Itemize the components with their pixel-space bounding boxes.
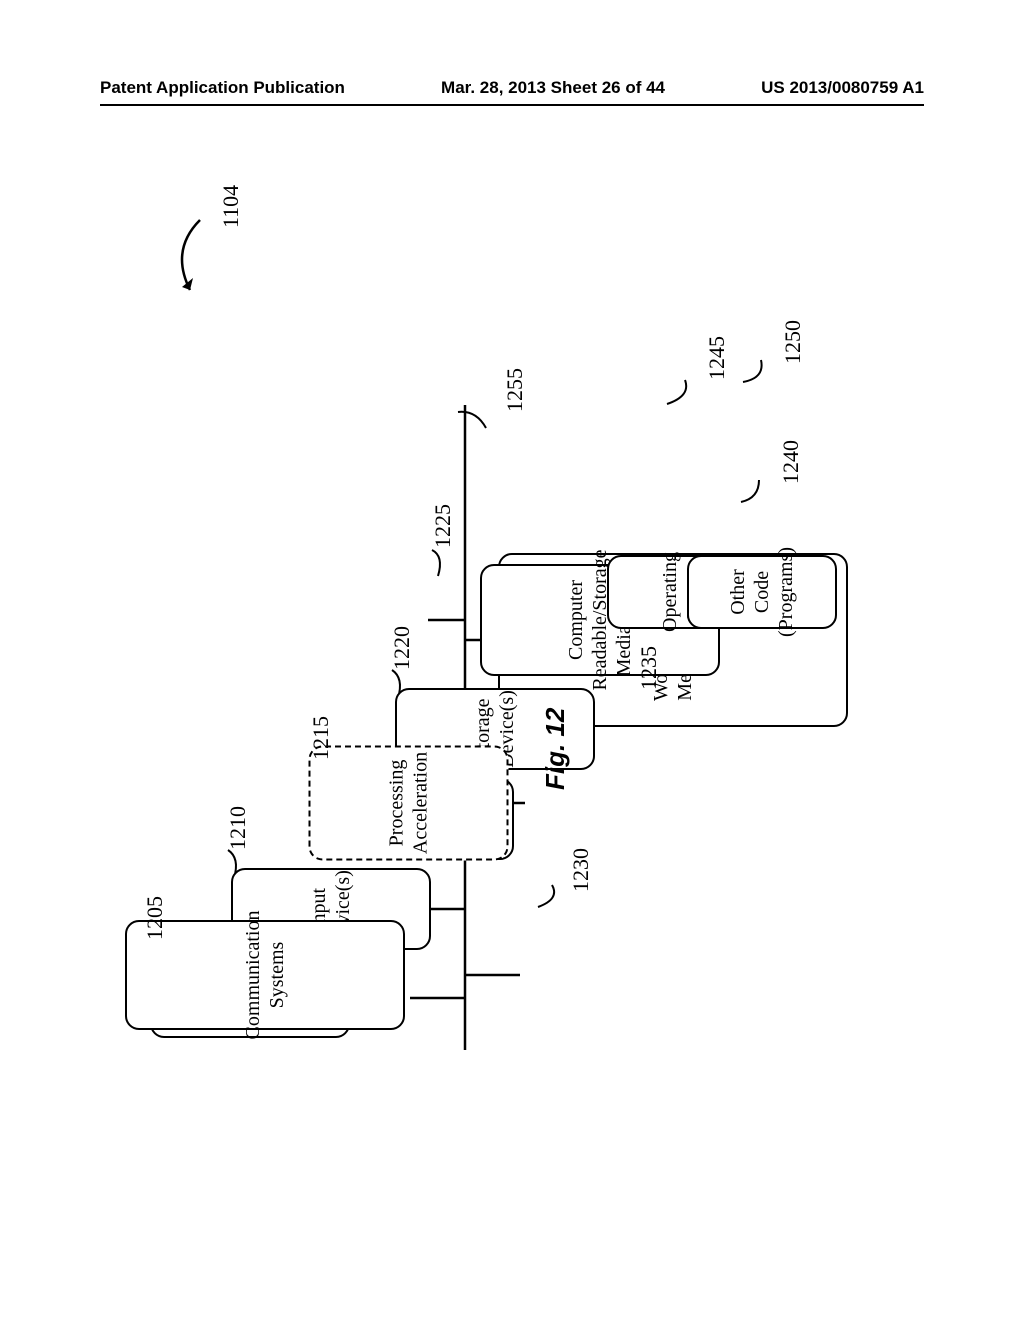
- ref-1235: 1235: [636, 646, 662, 690]
- diagram: Working Memory CPU(S) Input Device(s) Ou…: [60, 180, 920, 1140]
- header-right: US 2013/0080759 A1: [761, 78, 924, 98]
- ref-1225: 1225: [430, 504, 456, 548]
- ref-1255: 1255: [502, 368, 528, 412]
- proc-accel-label: Processing Acceleration: [384, 751, 432, 853]
- ref-1240: 1240: [778, 440, 804, 484]
- ref-1230: 1230: [568, 848, 594, 892]
- othercode-box: Other Code (Programs): [687, 555, 837, 629]
- ref-1205: 1205: [142, 896, 168, 940]
- ref-1245: 1245: [704, 336, 730, 380]
- page-header: Patent Application Publication Mar. 28, …: [100, 78, 924, 106]
- proc-accel-box: Processing Acceleration: [308, 745, 508, 860]
- ref-1215: 1215: [308, 716, 334, 760]
- ref-1104: 1104: [218, 185, 244, 228]
- comm-label: Communication Systems: [241, 911, 289, 1040]
- othercode-label: Other Code (Programs): [726, 547, 798, 637]
- ref-1210: 1210: [225, 806, 251, 850]
- figure-caption: Fig. 12: [540, 708, 571, 790]
- header-center: Mar. 28, 2013 Sheet 26 of 44: [441, 78, 665, 98]
- ref-1220: 1220: [389, 626, 415, 670]
- header-left: Patent Application Publication: [100, 78, 345, 98]
- ref-1250: 1250: [780, 320, 806, 364]
